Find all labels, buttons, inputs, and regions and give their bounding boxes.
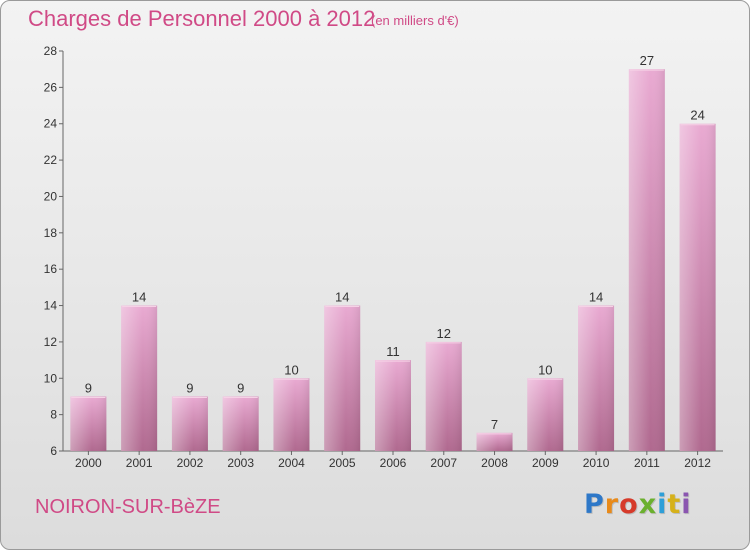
- chart-title: Charges de Personnel 2000 à 2012: [28, 6, 376, 31]
- plot-area: 6 8 10 12 14 16 18 20 22 24 26 28 9 2000 14 2001 9 2002 9 2…: [44, 44, 723, 470]
- commune-name: NOIRON-SUR-BèZE: [35, 496, 221, 518]
- bar-shine: [121, 305, 158, 451]
- x-tick-label: 2002: [177, 456, 204, 470]
- y-tick-label: 12: [44, 335, 58, 349]
- data-label: 7: [491, 417, 498, 432]
- x-tick-label: 2005: [329, 456, 356, 470]
- bar-shine: [679, 123, 716, 452]
- data-label: 14: [589, 290, 603, 305]
- bar-shine: [527, 378, 564, 451]
- data-label: 24: [690, 108, 704, 123]
- bar-shine: [171, 396, 208, 451]
- y-tick-label: 24: [44, 117, 58, 131]
- y-tick-label: 16: [44, 262, 58, 276]
- x-tick-label: 2006: [380, 456, 407, 470]
- x-tick-label: 2004: [278, 456, 305, 470]
- data-label: 12: [437, 326, 451, 341]
- data-label: 9: [237, 380, 244, 395]
- bar-shine: [273, 378, 310, 451]
- bar-shine: [476, 432, 513, 451]
- data-label: 9: [186, 380, 193, 395]
- x-tick-label: 2011: [634, 456, 660, 470]
- bar-shine: [578, 305, 615, 451]
- bar-shine: [70, 396, 107, 451]
- logo-letter: P: [584, 489, 605, 520]
- x-tick-label: 2000: [75, 456, 102, 470]
- data-label: 11: [386, 344, 400, 359]
- y-tick-label: 22: [44, 153, 58, 167]
- x-tick-label: 2001: [126, 456, 153, 470]
- logo-letter: t: [667, 489, 682, 520]
- y-tick-label: 10: [44, 371, 58, 385]
- data-label: 10: [284, 362, 298, 377]
- bar-shine: [375, 360, 411, 451]
- x-tick-label: 2010: [583, 456, 610, 470]
- unit-note: (en milliers d'€): [371, 13, 459, 28]
- logo-letter: o: [619, 489, 639, 520]
- y-tick-label: 14: [44, 299, 58, 313]
- y-tick-label: 8: [50, 408, 57, 422]
- logo-letter: i: [657, 489, 668, 520]
- y-tick-label: 26: [44, 80, 58, 94]
- bar-shine: [222, 396, 259, 451]
- proxiti-logo[interactable]: Proxiti: [584, 489, 692, 520]
- data-label: 14: [132, 290, 146, 305]
- x-tick-label: 2003: [227, 456, 254, 470]
- x-tick-label: 2012: [684, 456, 711, 470]
- data-label: 27: [640, 53, 654, 68]
- y-tick-label: 6: [50, 444, 57, 458]
- x-tick-label: 2009: [532, 456, 559, 470]
- data-label: 9: [85, 380, 92, 395]
- y-tick-label: 18: [44, 226, 58, 240]
- bar-shine: [425, 341, 462, 451]
- logo-letter: r: [604, 489, 620, 520]
- x-tick-label: 2008: [481, 456, 508, 470]
- data-label: 14: [335, 290, 349, 305]
- data-label: 10: [538, 362, 552, 377]
- y-tick-label: 28: [44, 44, 58, 58]
- y-tick-label: 20: [44, 189, 58, 203]
- logo-letter: x: [638, 489, 658, 520]
- x-tick-label: 2007: [430, 456, 457, 470]
- bar-shine: [628, 69, 665, 451]
- logo-letter: i: [681, 489, 692, 520]
- bar-shine: [324, 305, 361, 451]
